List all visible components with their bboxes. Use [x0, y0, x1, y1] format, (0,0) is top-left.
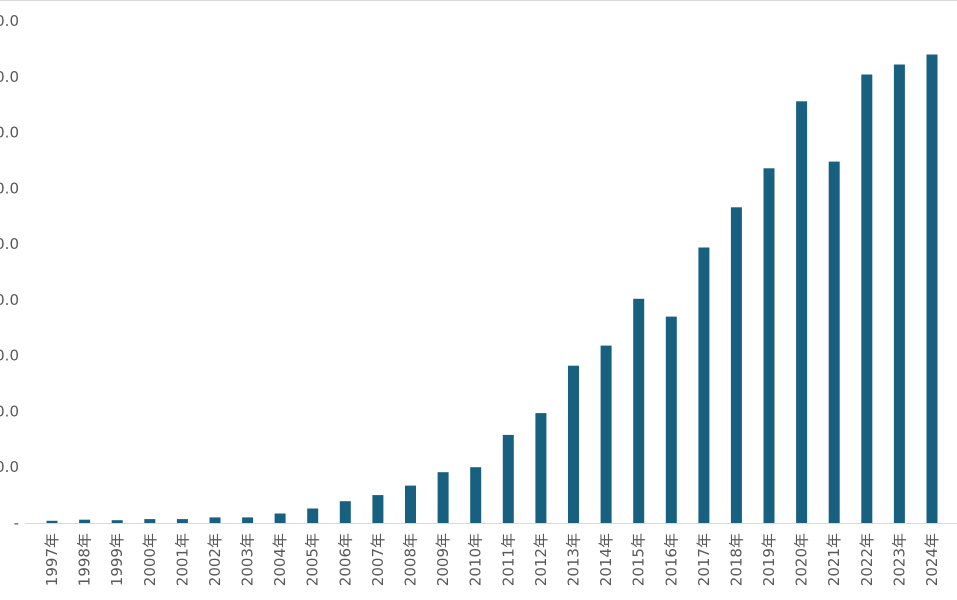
bar: [926, 54, 938, 523]
y-tick-label: 0.0: [0, 179, 19, 197]
bar: [79, 519, 91, 523]
bar: [502, 434, 514, 523]
bar: [339, 501, 351, 523]
y-axis: - 0.0 0.0 0.0 0.0 0.0 0.0 0.0 0.0 0.0: [0, 12, 19, 532]
x-tick-label: 2017年: [695, 533, 713, 586]
x-tick-label: 2013年: [564, 533, 582, 586]
bar: [600, 345, 612, 523]
bar: [796, 101, 808, 524]
y-tick-label: 0.0: [0, 291, 19, 309]
x-tick-label: 2023年: [890, 533, 908, 586]
bar: [861, 74, 873, 523]
x-tick-label: 2022年: [858, 533, 876, 586]
x-tick-label: 2020年: [793, 533, 811, 586]
bar: [893, 64, 905, 523]
x-tick-label: 2004年: [271, 533, 289, 586]
bar: [144, 519, 156, 523]
x-tick-label: 2016年: [662, 533, 680, 586]
bar: [274, 513, 286, 523]
x-tick-label: 2001年: [173, 533, 191, 586]
bar: [665, 316, 677, 523]
bar: [307, 508, 319, 523]
x-axis: 1997年 1998年 1999年 2000年 2001年 2002年 2003年 2004年…: [43, 533, 941, 586]
x-tick-label: 2014年: [597, 533, 615, 586]
y-tick-label: 0.0: [0, 235, 19, 253]
bar: [242, 517, 254, 523]
x-tick-label: 2018年: [727, 533, 745, 586]
y-tick-label: -: [14, 514, 19, 532]
y-tick-label: 0.0: [0, 402, 19, 420]
x-tick-label: 2006年: [336, 533, 354, 586]
y-tick-label: 0.0: [0, 124, 19, 142]
x-tick-label: 2005年: [304, 533, 322, 586]
bar: [209, 517, 221, 523]
x-tick-label: 1999年: [108, 533, 126, 586]
bar: [437, 472, 449, 523]
bar: [828, 161, 840, 523]
bar: [372, 495, 384, 523]
x-tick-label: 2015年: [630, 533, 648, 586]
x-tick-label: 2009年: [434, 533, 452, 586]
bar: [111, 520, 123, 523]
x-tick-label: 2008年: [402, 533, 420, 586]
bar: [730, 207, 742, 524]
x-tick-label: 2012年: [532, 533, 550, 586]
x-tick-label: 2019年: [760, 533, 778, 586]
x-tick-label: 2011年: [499, 533, 517, 586]
x-tick-label: 2002年: [206, 533, 224, 586]
y-tick-label: 0.0: [0, 68, 19, 86]
x-tick-label: 1997年: [43, 533, 61, 586]
x-tick-label: 2021年: [825, 533, 843, 586]
bars: [46, 54, 938, 524]
x-tick-label: 2003年: [239, 533, 257, 586]
bar: [698, 247, 710, 523]
x-tick-label: 2007年: [369, 533, 387, 586]
bar: [535, 413, 547, 523]
x-tick-label: 2024年: [923, 533, 941, 586]
bar: [46, 520, 58, 523]
x-tick-label: 1998年: [76, 533, 94, 586]
bar: [176, 519, 188, 523]
x-tick-label: 2000年: [141, 533, 159, 586]
y-tick-label: 0.0: [0, 12, 19, 30]
y-tick-label: 0.0: [0, 347, 19, 365]
bar: [763, 168, 775, 524]
bar: [470, 467, 482, 523]
bar: [633, 298, 645, 523]
y-tick-label: 0.0: [0, 458, 19, 476]
bar: [405, 485, 416, 523]
x-tick-label: 2010年: [467, 533, 485, 586]
bar: [568, 365, 579, 523]
